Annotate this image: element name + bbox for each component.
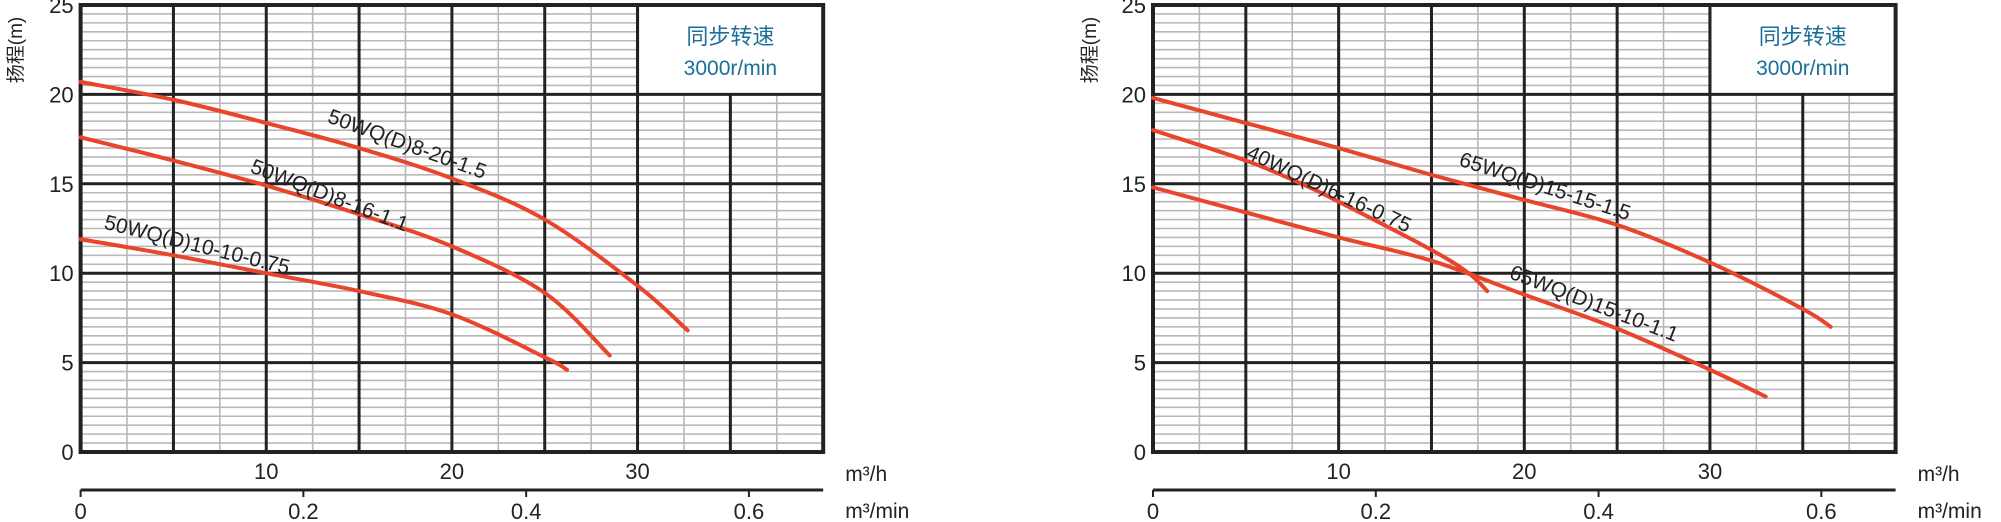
x2-tick-label: 0.6 xyxy=(1806,499,1837,522)
x-tick-label: 20 xyxy=(440,459,464,484)
x2-tick-label: 0.2 xyxy=(1360,499,1391,522)
y-tick-label: 25 xyxy=(1122,0,1146,18)
y-tick-label: 10 xyxy=(49,261,73,286)
y-axis-label: 扬程(m) xyxy=(5,17,27,83)
y-tick-label: 5 xyxy=(1134,351,1146,376)
y-tick-label: 20 xyxy=(1122,82,1146,107)
series-label: 50WQ(D)10-10-0.75 xyxy=(102,211,292,279)
x-axis-unit-m3min: m³/min xyxy=(845,500,909,522)
x-tick-label: 30 xyxy=(625,459,649,484)
x-tick-label: 20 xyxy=(1512,459,1536,484)
y-tick-label: 0 xyxy=(61,440,73,465)
x2-tick-label: 0 xyxy=(74,499,86,522)
series-curve xyxy=(78,237,570,372)
x-tick-label: 10 xyxy=(1326,459,1350,484)
chart-2: 同步转速 3000r/min 0 5 10 15 20 25 扬程(m) 10 20 30 m³/h 0 0… xyxy=(1079,0,1982,522)
info-speed-value: 3000r/min xyxy=(684,57,777,80)
info-speed-value: 3000r/min xyxy=(1756,57,1849,80)
info-speed-title: 同步转速 xyxy=(1759,24,1847,49)
y-tick-label: 0 xyxy=(1134,440,1146,465)
series-label: 65WQ(D)15-15-1.5 xyxy=(1457,148,1634,225)
y-axis-label: 扬程(m) xyxy=(1079,17,1101,83)
series-label: 40WQ(D)6-16-0.75 xyxy=(1243,141,1415,237)
x2-tick-label: 0.4 xyxy=(1583,499,1614,522)
y-tick-label: 5 xyxy=(61,351,73,376)
x2-tick-label: 0.6 xyxy=(734,499,765,522)
x2-tick-label: 0 xyxy=(1147,499,1159,522)
x-tick-label: 10 xyxy=(254,459,278,484)
series-curve xyxy=(78,135,612,358)
x-tick-label: 30 xyxy=(1698,459,1722,484)
x2-tick-label: 0.4 xyxy=(511,499,542,522)
x-axis-unit-m3h: m³/h xyxy=(1918,463,1960,486)
y-tick-label: 25 xyxy=(49,0,73,18)
plot-frame xyxy=(1151,3,1898,454)
series-curve xyxy=(1151,185,1768,399)
chart-1: 同步转速 3000r/min 0 5 10 15 20 25 扬程(m) 10 20 30 m³/h 0 0… xyxy=(5,0,909,522)
y-tick-label: 15 xyxy=(1122,172,1146,197)
series-label: 50WQ(D)8-16-1.1 xyxy=(247,155,411,236)
x-axis-unit-m3min: m³/min xyxy=(1918,500,1982,522)
series-curve xyxy=(1151,95,1833,329)
x2-tick-label: 0.2 xyxy=(288,499,319,522)
series-curve xyxy=(78,79,690,333)
x-axis-unit-m3h: m³/h xyxy=(845,463,887,486)
plot-frame xyxy=(78,3,826,454)
y-tick-label: 15 xyxy=(49,172,73,197)
info-speed-title: 同步转速 xyxy=(686,24,774,49)
y-tick-label: 20 xyxy=(49,82,73,107)
y-tick-label: 10 xyxy=(1122,261,1146,286)
